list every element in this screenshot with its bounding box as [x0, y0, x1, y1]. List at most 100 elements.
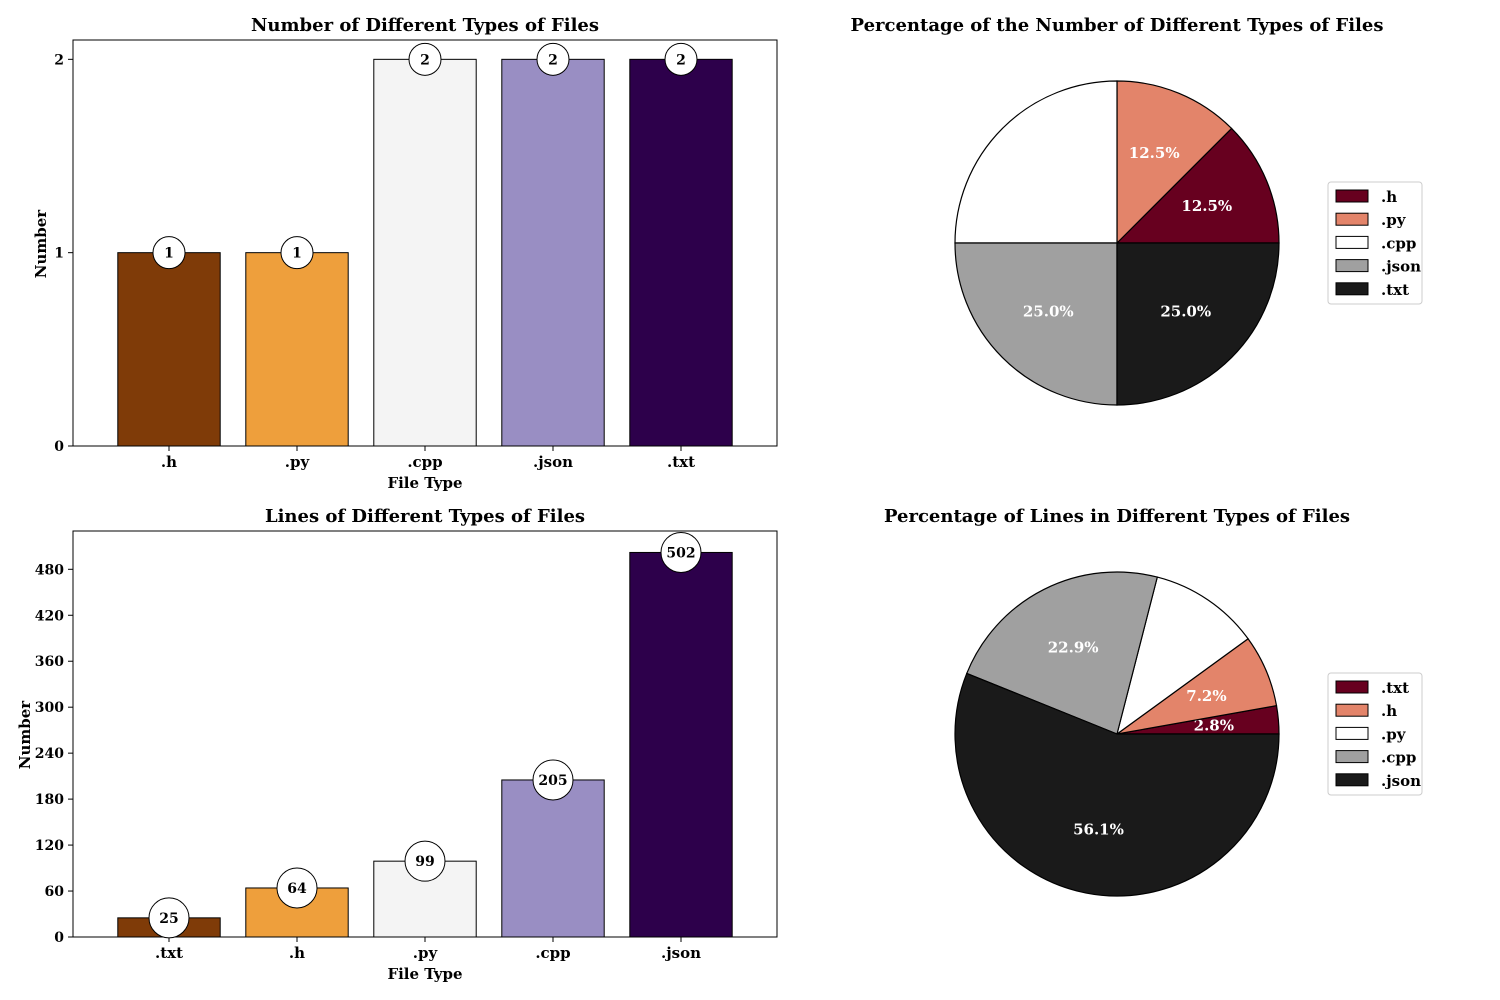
pie-slice-cpp [965, 571, 1159, 735]
legend-swatch [1335, 212, 1369, 226]
x-tick-label: .txt [667, 453, 695, 471]
data-label: 64 [287, 881, 307, 897]
files-count-bar-chart: Number of Different Types of Files Numbe… [32, 15, 778, 492]
pie-slice-py [1116, 576, 1249, 736]
y-tick-label: 240 [35, 746, 64, 762]
data-label: 2 [548, 52, 558, 68]
lines-bar-chart: Lines of Different Types of Files Number… [16, 506, 778, 983]
bar-marks: 0 60 120 180 240 300 360 420 480 .txt 25 .h 64 .py 99.… [35, 530, 778, 962]
pie-slice-py [1116, 80, 1233, 245]
data-label: 1 [164, 246, 174, 262]
data-label: 502 [666, 545, 695, 561]
slice-percent-label: 22.9% [1048, 638, 1099, 656]
pie-marks: 2.8% 7.2% 22.9% 56.1% [954, 571, 1280, 897]
data-label: 25 [159, 911, 178, 927]
data-label: 99 [415, 854, 434, 870]
data-label: 2 [676, 52, 686, 68]
bar-txt [629, 58, 733, 447]
chart-title: Percentage of the Number of Different Ty… [851, 15, 1384, 36]
y-tick-label: 300 [35, 700, 64, 716]
pie-slice-cpp [954, 80, 1118, 244]
legend-entry: .cpp [1381, 234, 1416, 252]
pie-marks: 12.5% 12.5% 25.0% 25.0% [954, 80, 1280, 406]
y-tick-label: 480 [35, 562, 64, 578]
legend-entry: .txt [1381, 281, 1409, 299]
value-bubble [536, 42, 570, 76]
slice-percent-label: 12.5% [1129, 144, 1180, 162]
x-tick-label: .py [413, 944, 439, 962]
y-tick-label: 1 [54, 246, 64, 262]
legend: .txt .h .py .cpp .json [1327, 672, 1423, 796]
legend-swatch [1335, 282, 1369, 296]
y-tick-label: 60 [45, 884, 65, 900]
bar-json [629, 551, 733, 938]
legend-entry: .cpp [1381, 749, 1416, 767]
slice-percent-label: 2.8% [1194, 716, 1234, 734]
pie-slice-h [1115, 127, 1280, 244]
y-tick-label: 0 [54, 439, 64, 455]
x-axis-label: File Type [387, 474, 462, 492]
chart-title: Lines of Different Types of Files [265, 506, 585, 527]
bar-marks: 0 1 2 .h 1 .py 1 .cpp 2 .json 2 .txt 2 [54, 39, 778, 471]
legend-box [1327, 672, 1423, 796]
value-bubble [280, 236, 314, 270]
bar-cpp [373, 58, 477, 447]
y-tick-label: 120 [35, 838, 64, 854]
legend-entry: .txt [1381, 679, 1409, 697]
legend: .h .py .cpp .json .txt [1327, 181, 1423, 305]
value-bubble [148, 897, 190, 939]
x-tick-label: .json [533, 453, 573, 471]
y-tick-label: 420 [35, 608, 64, 624]
legend-swatch [1335, 259, 1369, 273]
pie-slice-txt [1116, 242, 1280, 406]
value-bubble [152, 236, 186, 270]
value-bubble [660, 531, 702, 573]
data-label: 2 [420, 52, 430, 68]
files-count-pie-chart: Percentage of the Number of Different Ty… [851, 15, 1423, 406]
x-tick-label: .h [161, 453, 177, 471]
legend-entry: .py [1381, 211, 1407, 229]
x-tick-label: .cpp [535, 944, 570, 962]
data-label: 205 [538, 773, 567, 789]
bar-py [245, 252, 349, 447]
y-tick-label: 180 [35, 792, 64, 808]
lines-pie-chart: Percentage of Lines in Different Types o… [884, 506, 1423, 897]
legend-swatch [1335, 750, 1369, 764]
legend-swatch [1335, 235, 1369, 249]
slice-percent-label: 25.0% [1160, 303, 1211, 321]
x-tick-label: .txt [155, 944, 183, 962]
legend-swatch [1335, 189, 1369, 203]
pie-slice-json [954, 672, 1280, 897]
x-tick-label: .h [289, 944, 305, 962]
y-tick-label: 0 [54, 930, 64, 946]
pie-slice-json [954, 242, 1118, 406]
legend-swatch [1335, 726, 1369, 740]
bar-json [501, 58, 605, 447]
slice-percent-label: 56.1% [1073, 820, 1124, 838]
y-tick-label: 2 [54, 52, 64, 68]
y-axis-label: Number [16, 700, 34, 770]
bar-cpp [501, 779, 605, 938]
data-label: 1 [292, 246, 302, 262]
chart-title: Percentage of Lines in Different Types o… [884, 506, 1350, 527]
x-tick-label: .py [285, 453, 311, 471]
legend-swatch [1335, 773, 1369, 787]
value-bubble [276, 867, 318, 909]
value-bubble [664, 42, 698, 76]
x-tick-label: .json [661, 944, 701, 962]
value-bubble [404, 840, 446, 882]
legend-entry: .json [1381, 772, 1421, 790]
slice-percent-label: 7.2% [1186, 687, 1226, 705]
legend-entry: .py [1381, 725, 1407, 743]
legend-entry: .h [1381, 188, 1397, 206]
legend-box [1327, 181, 1423, 305]
x-tick-label: .cpp [407, 453, 442, 471]
legend-entry: .h [1381, 702, 1397, 720]
legend-swatch [1335, 703, 1369, 717]
value-bubble [408, 42, 442, 76]
bar-h [117, 252, 221, 447]
x-axis-label: File Type [387, 965, 462, 983]
legend-swatch [1335, 680, 1369, 694]
y-axis-label: Number [32, 209, 50, 279]
